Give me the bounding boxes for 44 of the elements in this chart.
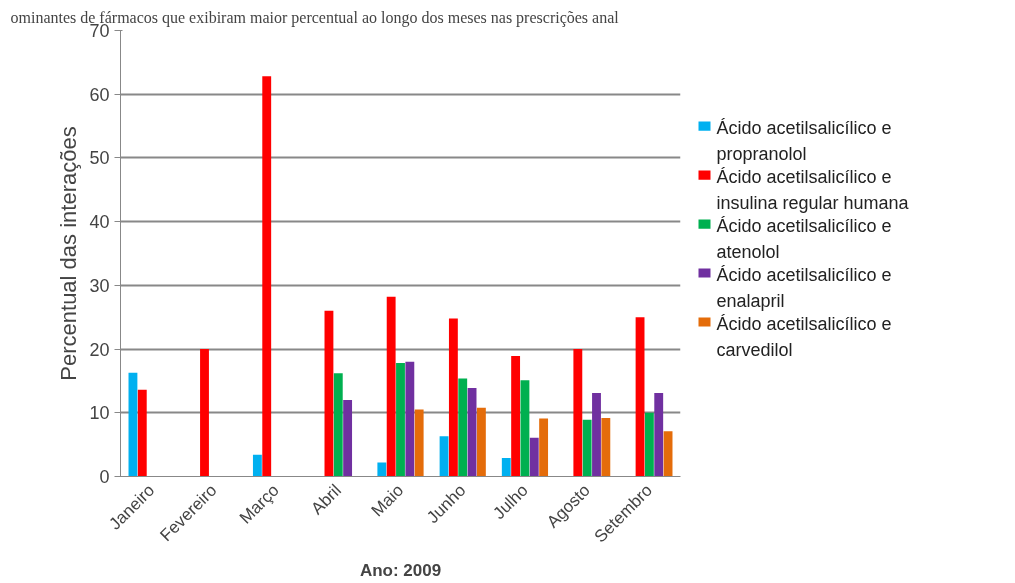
bar [458, 378, 468, 477]
y-tick-label: 60 [89, 84, 110, 105]
bar [582, 419, 592, 477]
y-tick-label: 50 [89, 148, 110, 169]
legend-label: Ácido acetilsalicílico e carvedilol [716, 313, 892, 360]
legend-label: Ácido acetilsalicílico e propranolol [716, 117, 892, 164]
bar [529, 437, 539, 477]
bar [467, 387, 477, 477]
bar [592, 393, 601, 477]
bar [200, 349, 209, 477]
y-tick-label: 40 [89, 212, 110, 233]
bar [343, 400, 353, 477]
bar [476, 407, 486, 477]
y-tick-label: 30 [89, 275, 110, 296]
bar [324, 310, 334, 477]
y-tick-label: 20 [89, 339, 110, 360]
bar [573, 349, 583, 477]
bar [663, 431, 673, 477]
bar [396, 363, 405, 477]
legend-label: Ácido acetilsalicílico e enalapril [716, 264, 892, 311]
bar [644, 412, 654, 477]
bar [635, 317, 645, 477]
bar [501, 458, 511, 477]
bar [252, 454, 262, 477]
bar [137, 389, 147, 477]
bar [654, 393, 664, 477]
bar [439, 436, 449, 477]
y-axis-title: Percentual das interações [56, 126, 82, 381]
bar [377, 462, 387, 477]
bar [511, 356, 521, 477]
y-tick-label: 0 [99, 467, 110, 487]
bar [405, 361, 415, 477]
bar [262, 76, 272, 477]
bar [448, 318, 458, 477]
bar [520, 380, 530, 477]
x-axis-title: Ano: 2009 [359, 561, 442, 581]
bar [601, 417, 611, 477]
legend-label: Ácido acetilsalicílico e atenolol [716, 215, 892, 262]
bar [539, 418, 549, 477]
legend-label: Ácido acetilsalicílico e insulina regular humana [716, 166, 910, 213]
bar [386, 296, 396, 477]
bar [333, 373, 343, 477]
y-tick-label: 10 [89, 403, 110, 424]
bar [414, 409, 424, 477]
